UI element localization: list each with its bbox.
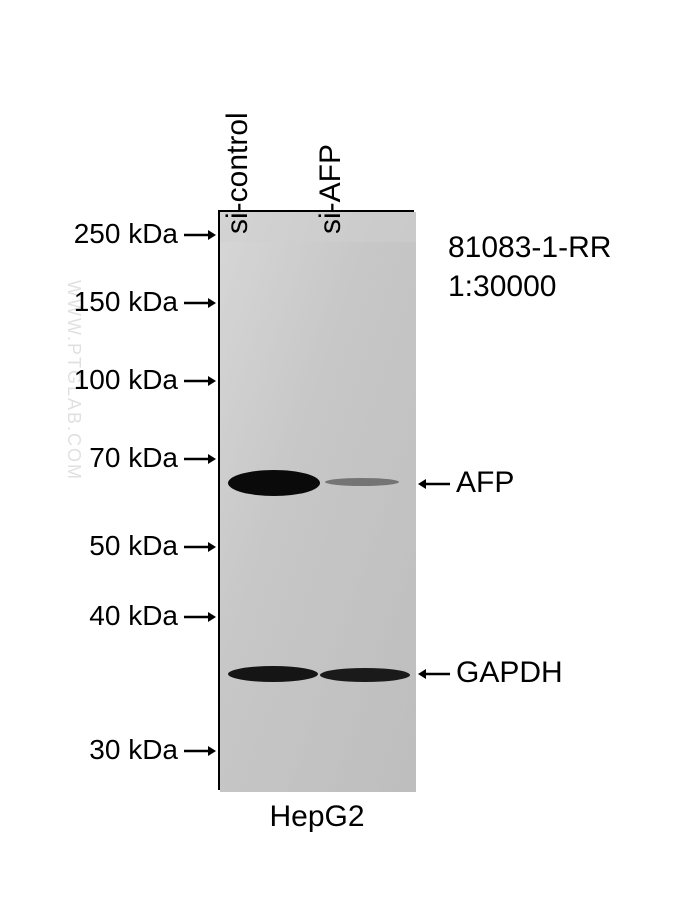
band-afp-knockdown [325, 474, 400, 484]
antibody-info: 81083-1-RR 1:30000 [448, 228, 611, 306]
band-gapdh-control [228, 665, 318, 683]
band-gapdh-knockdown [320, 667, 410, 683]
mw-label: 100 kDa [74, 364, 178, 396]
cell-line-label: HepG2 [262, 800, 372, 834]
mw-label: 40 kDa [89, 600, 178, 632]
protein-label-afp: AFP [418, 466, 514, 500]
arrow-right-icon [184, 442, 216, 474]
mw-label: 50 kDa [89, 530, 178, 562]
arrow-left-icon [418, 466, 450, 500]
lane-label-siafp: si-AFP [314, 144, 348, 234]
band-afp-control [228, 468, 320, 498]
blot-membrane [218, 210, 414, 790]
catalog-number: 81083-1-RR [448, 228, 611, 267]
protein-label-gapdh: GAPDH [418, 656, 563, 690]
mw-label: 250 kDa [74, 218, 178, 250]
protein-name: AFP [456, 466, 514, 500]
mw-label: 70 kDa [89, 442, 178, 474]
mw-label: 30 kDa [89, 734, 178, 766]
arrow-left-icon [418, 656, 450, 690]
arrow-right-icon [184, 530, 216, 562]
mw-marker: 40 kDa [62, 600, 216, 632]
arrow-right-icon [184, 218, 216, 250]
lane-label-control: si-control [221, 112, 255, 234]
dilution: 1:30000 [448, 267, 611, 306]
western-blot-figure: WWW.PTGLAB.COM [0, 0, 682, 903]
mw-marker: 150 kDa [46, 286, 216, 318]
blot-background [220, 212, 416, 792]
mw-marker: 50 kDa [62, 530, 216, 562]
mw-marker: 70 kDa [62, 442, 216, 474]
mw-marker: 250 kDa [46, 218, 216, 250]
protein-name: GAPDH [456, 656, 563, 690]
arrow-right-icon [184, 364, 216, 396]
arrow-right-icon [184, 286, 216, 318]
mw-label: 150 kDa [74, 286, 178, 318]
mw-marker: 30 kDa [62, 734, 216, 766]
arrow-right-icon [184, 734, 216, 766]
arrow-right-icon [184, 600, 216, 632]
mw-marker: 100 kDa [46, 364, 216, 396]
